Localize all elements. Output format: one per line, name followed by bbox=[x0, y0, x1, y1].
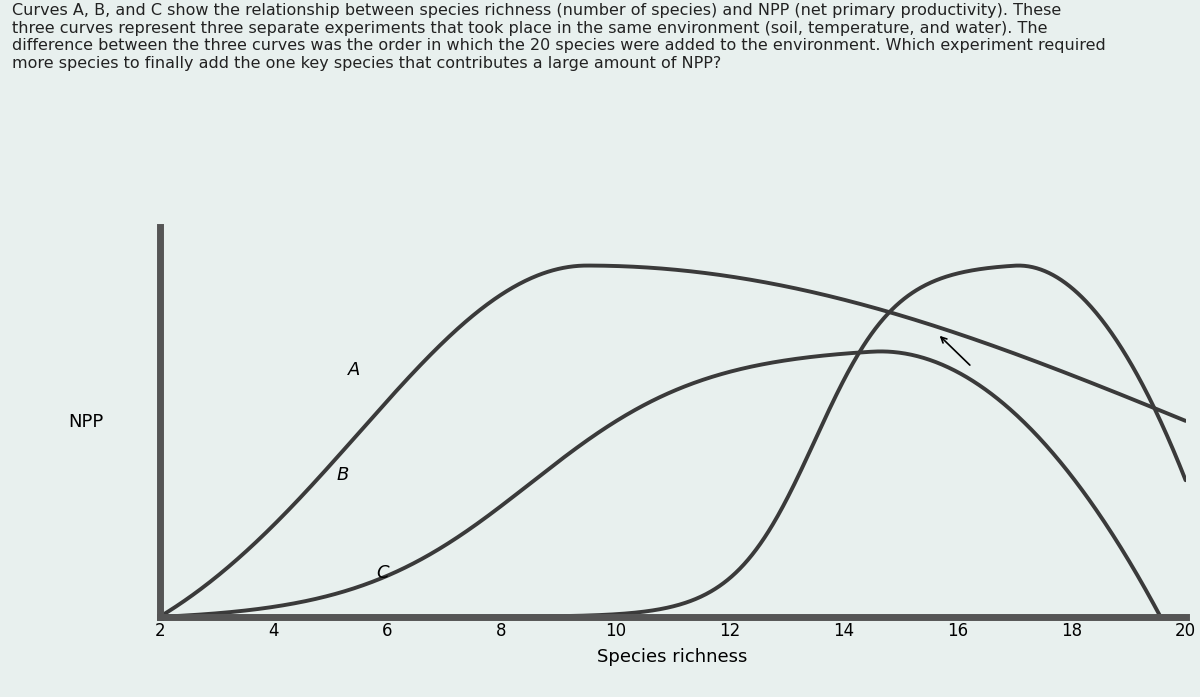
Text: A: A bbox=[348, 361, 360, 379]
Text: NPP: NPP bbox=[68, 413, 103, 431]
Text: C: C bbox=[377, 564, 389, 582]
Text: B: B bbox=[336, 466, 349, 484]
X-axis label: Species richness: Species richness bbox=[598, 648, 748, 666]
Text: Curves A, B, and C show the relationship between species richness (number of spe: Curves A, B, and C show the relationship… bbox=[12, 3, 1105, 70]
